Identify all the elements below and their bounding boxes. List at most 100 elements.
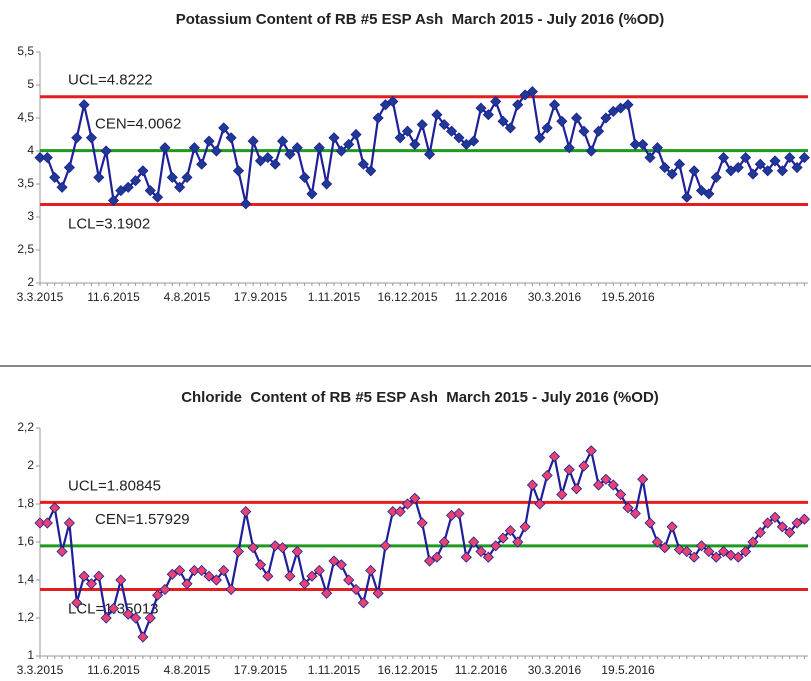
data-point [431,551,443,563]
x-tick-label: 3.3.2015 [17,663,64,677]
y-tick-label: 3,5 [17,176,34,190]
data-point [284,570,296,582]
data-point [328,132,340,144]
data-point [446,125,458,137]
data-point [622,99,634,111]
data-point [468,536,480,548]
x-tick-label: 16.12.2015 [377,663,437,677]
data-point [526,86,539,98]
data-point [490,540,502,552]
data-point [394,506,406,518]
data-point [438,119,450,131]
data-point [438,536,450,548]
y-tick-label: 1,6 [17,534,34,548]
data-point [637,473,649,485]
data-point [673,158,686,170]
data-point [159,583,171,596]
control-limit-label: LCL=3.1902 [68,215,150,232]
data-point [475,102,487,114]
control-limit-label: UCL=1.80845 [68,477,161,494]
data-point [232,165,245,177]
data-point [688,165,700,177]
data-point [740,152,752,164]
data-point [754,526,766,539]
y-tick-label: 2 [27,458,34,472]
data-point [681,545,693,558]
data-point [629,507,641,520]
data-point [585,445,597,457]
data-point [615,488,627,501]
data-point [379,540,392,552]
data-point [387,95,399,108]
data-point [762,517,774,529]
data-point [196,564,208,577]
data-point [49,171,61,183]
data-point [306,188,318,200]
data-point [717,152,730,164]
y-tick-label: 2 [27,275,34,289]
data-point [681,191,693,203]
data-point [71,132,83,144]
data-point [644,517,656,529]
data-point [335,559,347,571]
x-tick-label: 11.2.2016 [455,290,508,304]
data-point [732,161,744,174]
data-point [203,570,215,582]
data-point [519,89,531,101]
data-point [152,589,164,601]
data-point [372,112,384,124]
x-tick-label: 30.3.2016 [528,290,582,304]
data-point [365,564,377,577]
y-tick-label: 5,5 [17,44,34,58]
data-point [593,479,605,491]
data-point [570,112,583,124]
data-point [137,631,149,643]
data-point [482,109,494,121]
data-point [769,155,781,167]
data-point [262,152,274,164]
data-point [688,551,700,563]
data-point [644,152,656,164]
y-tick-label: 3 [27,209,34,223]
data-point [776,521,788,533]
data-line [40,90,806,205]
data-point [276,542,289,554]
data-point [548,99,561,111]
data-point [607,105,619,117]
data-point [343,574,355,586]
data-point [769,511,781,523]
data-point [321,178,333,190]
data-point [651,536,663,548]
data-point [247,542,259,554]
data-point [188,564,200,577]
data-point [468,135,480,147]
data-point [225,132,237,144]
data-point [254,155,267,167]
data-point [357,597,369,609]
data-point [313,142,325,154]
data-point [299,171,311,183]
data-point [776,165,788,177]
data-point [357,158,369,170]
data-point [41,152,53,164]
data-point [174,564,186,577]
data-point [548,450,561,463]
data-point [791,161,803,174]
data-point [284,148,296,160]
data-point [350,128,362,141]
data-point [240,198,252,210]
data-point [416,119,428,131]
x-tick-label: 1.11.2015 [308,663,361,677]
data-point [512,99,524,111]
data-point [784,526,796,539]
data-point [107,194,120,207]
data-point [784,152,796,164]
data-point [754,158,766,170]
data-point [85,132,98,144]
data-point [174,181,186,193]
data-point [717,545,730,558]
data-point [225,583,237,596]
data-point [423,555,436,567]
chart-title: Potassium Content of RB #5 ESP Ash March… [176,11,664,28]
